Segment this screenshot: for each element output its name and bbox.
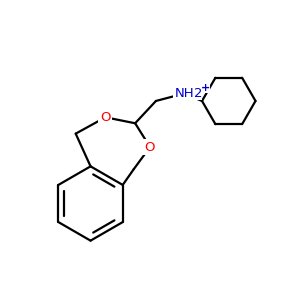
Text: O: O (100, 111, 111, 124)
Text: NH: NH (174, 87, 194, 100)
Text: O: O (145, 140, 155, 154)
Text: +: + (200, 83, 210, 93)
Text: 2: 2 (194, 87, 202, 100)
